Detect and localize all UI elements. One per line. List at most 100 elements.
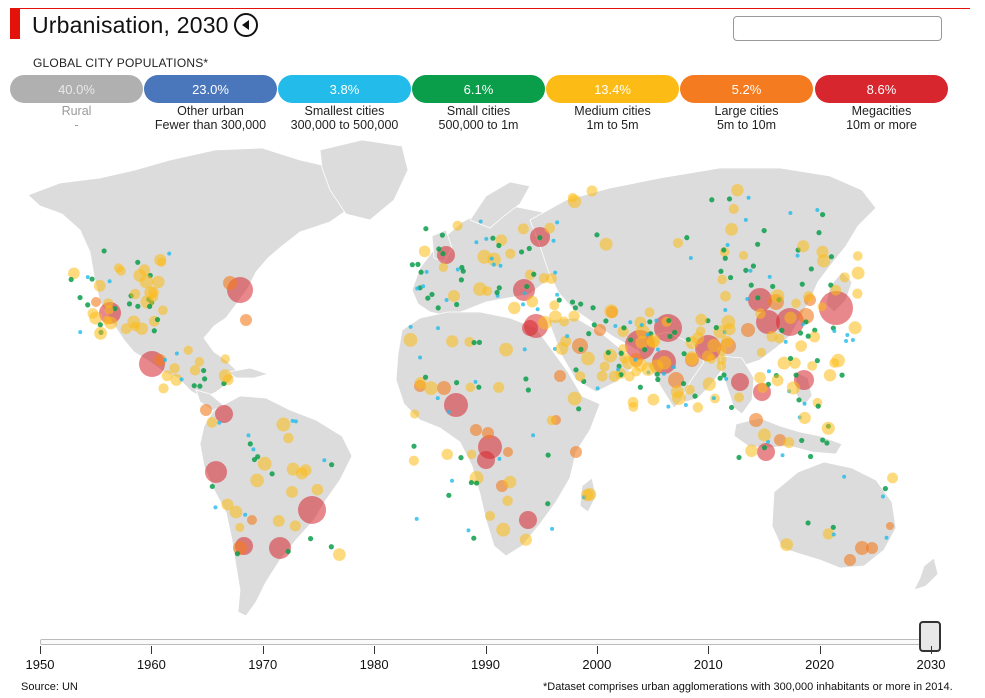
category-range: 500,000 to 1m [438,118,519,132]
medium-city-bubble [738,250,749,261]
medium-city-bubble [508,301,521,315]
category-range: - [74,118,79,132]
medium-city-bubble [757,382,768,393]
large-city-bubble [594,324,606,336]
timeline-year-2030[interactable]: 2030 [916,657,946,672]
small-city-bubble [603,318,609,324]
small-city-bubble [793,372,799,378]
medium-city-bubble [644,307,655,318]
small-city-bubble [97,322,103,328]
medium-city-bubble [408,455,419,466]
legend-subtitle: GLOBAL CITY POPULATIONS* [33,56,209,70]
medium-city-bubble [424,381,438,396]
category-value: 8.6% [866,81,897,97]
megacity-bubble [757,443,775,461]
smallest-city-bubble [746,195,751,200]
medium-city-bubble [484,510,496,522]
medium-city-bubble [68,267,80,280]
world-map[interactable] [0,135,985,615]
small-city-bubble [285,548,291,554]
back-button[interactable] [234,13,258,37]
medium-city-bubble [466,449,477,460]
small-city-bubble [77,294,83,301]
city-search-input[interactable] [733,16,942,41]
medium-city-bubble [414,377,427,389]
timeline-track[interactable] [40,639,931,645]
medium-city-bubble [250,473,264,488]
medium-city-bubble [94,326,107,340]
category-pill-other-urban[interactable]: 23.0% [144,75,277,103]
small-city-bubble [761,227,767,234]
small-city-bubble [471,535,477,541]
smallest-city-bubble [815,207,820,212]
medium-city-bubble [276,417,291,432]
megacity-bubble [269,537,291,559]
large-city-bubble [223,276,237,290]
small-city-bubble [524,283,530,290]
medium-city-bubble [502,495,513,507]
small-city-bubble [423,226,429,232]
timeline-year-2000[interactable]: 2000 [582,657,612,672]
small-city-bubble [135,303,141,309]
timeline-year-1950[interactable]: 1950 [25,657,55,672]
category-name: Rural [61,104,92,118]
megacity-bubble [513,279,535,301]
smallest-city-bubble [832,328,837,333]
medium-city-bubble [628,401,639,412]
timeline-year-1990[interactable]: 1990 [471,657,500,672]
small-city-bubble [805,333,811,339]
timeline-year-1960[interactable]: 1960 [136,657,166,672]
timeline-handle[interactable] [919,621,941,652]
category-pill-large-cities[interactable]: 5.2% [680,75,813,103]
small-city-bubble [718,268,724,274]
medium-city-bubble [221,498,234,511]
medium-city-bubble [684,384,695,395]
small-city-bubble [573,367,579,373]
medium-city-bubble [706,354,717,364]
smallest-city-bubble [831,532,836,537]
small-city-bubble [642,347,648,353]
smallest-city-bubble [167,251,172,256]
medium-city-bubble [691,331,705,345]
medium-city-bubble [817,254,831,268]
medium-city-bubble [721,335,733,348]
category-pill-smallest-cities[interactable]: 3.8% [278,75,411,103]
medium-city-bubble [549,300,560,311]
small-city-bubble [329,462,335,468]
timeline-year-1970[interactable]: 1970 [248,657,278,672]
smallest-city-bubble [802,401,807,406]
category-pill-rural[interactable]: 40.0% [10,75,143,103]
category-pill-megacities[interactable]: 8.6% [815,75,948,103]
smallest-city-bubble [766,369,771,374]
small-city-bubble [471,339,477,346]
small-city-bubble [202,376,208,382]
timeline-year-1980[interactable]: 1980 [359,657,389,672]
smallest-city-bubble [595,386,600,391]
south-america-landmass [199,395,353,615]
category-value: 13.4% [594,81,631,97]
category-value: 3.8% [329,81,360,97]
medium-city-bubble [104,316,118,330]
medium-city-bubble [672,237,683,249]
smallest-city-bubble [845,333,850,338]
category-pill-medium-cities[interactable]: 13.4% [546,75,679,103]
category-name: Small cities [446,104,511,118]
timeline-year-2020[interactable]: 2020 [805,657,835,672]
medium-city-bubble [157,305,168,316]
play-back-icon [242,20,249,30]
medium-city-bubble [156,257,167,267]
megacity-bubble [522,320,538,336]
medium-city-bubble [635,335,649,349]
smallest-city-bubble [421,284,426,289]
small-city-bubble [684,235,690,241]
smallest-city-bubble [531,433,536,438]
category-pill-small-cities[interactable]: 6.1% [412,75,545,103]
medium-city-bubble [93,279,106,292]
medium-city-bubble [89,311,103,325]
medium-city-bubble [821,421,835,435]
timeline-year-2010[interactable]: 2010 [693,657,723,672]
smallest-city-bubble [655,347,660,352]
medium-city-bubble [120,323,132,335]
large-city-bubble [437,381,451,395]
small-city-bubble [578,301,584,307]
